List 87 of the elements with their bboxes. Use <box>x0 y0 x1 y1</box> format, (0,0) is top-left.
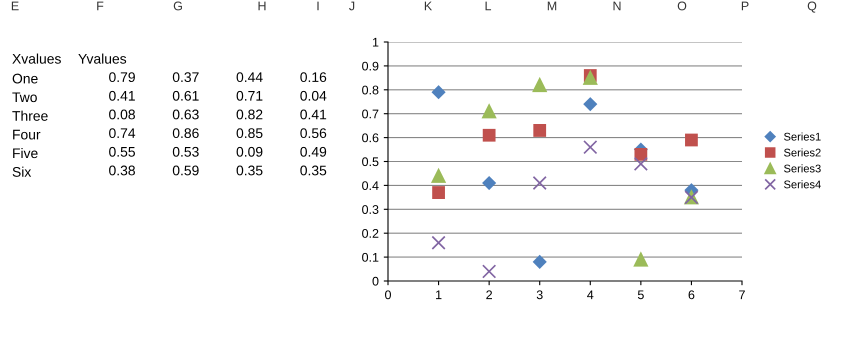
data-label: 0.85 <box>236 128 262 138</box>
x-tick-label: 5 <box>638 290 644 300</box>
x-tick-label: 0 <box>385 290 391 300</box>
data-label: 0.09 <box>236 146 262 157</box>
text: H <box>258 2 266 10</box>
y-tick-label: 0.5 <box>362 157 378 166</box>
data-label: 0.79 <box>109 72 135 82</box>
point <box>634 148 648 161</box>
y-tick-label: 0.1 <box>362 252 378 262</box>
y-tick-label: 1 <box>372 38 378 47</box>
x-tick-label: 7 <box>739 290 745 300</box>
data-label: 0.53 <box>172 146 199 157</box>
data-label: 0.35 <box>236 166 262 176</box>
data-label: 0.04 <box>300 90 326 101</box>
point <box>431 168 446 183</box>
point <box>634 156 648 171</box>
legend-label: Series4 <box>784 180 821 188</box>
legend-label: Series1 <box>784 132 821 141</box>
point <box>634 252 648 267</box>
point <box>583 70 598 85</box>
text: P <box>742 2 749 10</box>
text: K <box>424 2 432 10</box>
point <box>584 97 598 111</box>
data-label: 0.82 <box>236 110 262 120</box>
text: I <box>317 2 319 10</box>
point <box>532 176 547 190</box>
data-label: 0.71 <box>236 90 262 101</box>
y-tick-label: Four <box>13 130 40 140</box>
data-label: 0.38 <box>109 166 135 176</box>
text: O <box>678 2 686 10</box>
data-label: 0.86 <box>172 128 199 138</box>
data-label: 0.55 <box>109 146 135 157</box>
data-label: 0.56 <box>300 128 326 138</box>
text: E <box>12 2 19 10</box>
text: Xvalues <box>12 54 61 64</box>
y-tick-label: 0.6 <box>362 133 378 142</box>
legend-label: Series3 <box>784 164 821 172</box>
data-label: 0.37 <box>172 72 199 82</box>
text: N <box>614 2 620 10</box>
x-tick-label: 6 <box>688 290 694 300</box>
data-label: 0.16 <box>300 72 326 82</box>
text: Yvalues <box>78 54 126 64</box>
data-label: 0.63 <box>172 110 199 120</box>
data-label: 0.41 <box>300 110 326 120</box>
point <box>482 104 496 118</box>
data-label: 0.74 <box>109 128 136 138</box>
y-tick-label: 0.9 <box>362 62 378 71</box>
data-label: 0.59 <box>172 166 199 176</box>
data-label: 0.35 <box>300 166 326 176</box>
point <box>431 236 446 250</box>
point <box>482 176 496 190</box>
point <box>432 186 445 199</box>
text: J <box>349 2 354 10</box>
data-label: 0.08 <box>109 110 135 120</box>
point <box>482 264 496 279</box>
point <box>532 255 546 269</box>
y-tick-label: 0.7 <box>362 110 378 118</box>
y-tick-label: 0.4 <box>362 181 379 190</box>
legend-label: Series2 <box>784 148 821 157</box>
y-tick-label: Three <box>12 110 48 121</box>
x-tick-label: 1 <box>436 290 442 300</box>
text: G <box>174 2 182 10</box>
point <box>685 134 698 146</box>
text: L <box>486 2 492 10</box>
data-label: 0.61 <box>172 90 199 101</box>
point <box>482 128 496 142</box>
y-tick-label: Six <box>12 166 32 177</box>
x-tick-label: 3 <box>536 290 543 300</box>
text: M <box>548 2 556 10</box>
y-tick-label: Two <box>12 92 37 102</box>
text: Q <box>808 2 816 13</box>
y-tick-label: 0.3 <box>362 205 378 214</box>
y-tick-label: 0.8 <box>362 86 378 94</box>
y-tick-label: 0 <box>372 276 378 286</box>
x-tick-label: 4 <box>587 290 594 300</box>
point <box>533 124 546 137</box>
data-label: 0.49 <box>300 146 326 157</box>
text: F <box>97 2 104 10</box>
point <box>432 85 446 99</box>
data-label: 0.41 <box>109 90 135 101</box>
point <box>532 78 547 92</box>
x-tick-label: 2 <box>486 290 492 300</box>
y-tick-label: Five <box>13 148 38 158</box>
y-tick-label: One <box>12 74 38 84</box>
data-label: 0.44 <box>236 72 263 82</box>
y-tick-label: 0.2 <box>362 229 378 238</box>
point <box>583 140 598 154</box>
